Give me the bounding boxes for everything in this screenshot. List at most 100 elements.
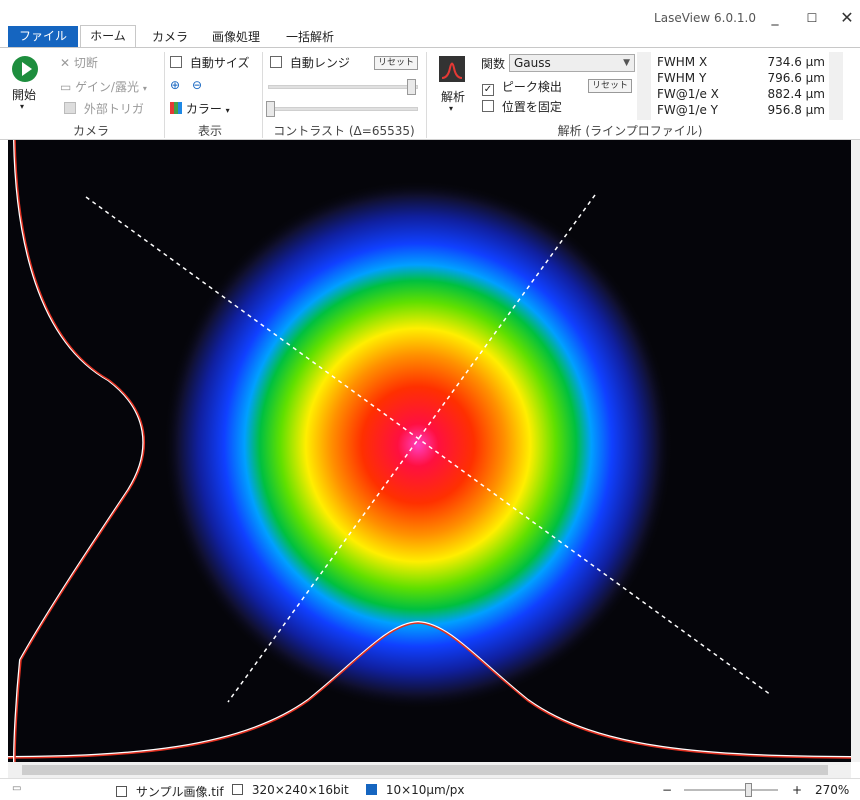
vertical-scrollbar[interactable] <box>851 140 860 762</box>
camera-status-icon: ▭ <box>12 783 22 794</box>
ribbon: 開始 ▾ ✕ 切断 ▭ ゲイン/露光 ▾ 外部トリガ カメラ 自動サイズ ⊕ ⊖… <box>0 47 860 140</box>
palette-icon <box>170 102 182 114</box>
tab-file[interactable]: ファイル <box>8 26 78 47</box>
disconnect-button[interactable]: ✕ 切断 <box>60 54 98 71</box>
result-label: FWHM X <box>657 55 708 69</box>
gain-exposure-label: ゲイン/露光 <box>75 80 139 94</box>
contrast-min-thumb[interactable] <box>266 101 275 117</box>
close-button[interactable]: ✕ <box>840 8 854 27</box>
chevron-down-icon: ▾ <box>449 104 454 113</box>
result-label: FW@1/e X <box>657 87 719 101</box>
gain-icon: ▭ <box>60 80 72 94</box>
results-panel: FWHM X 734.6 μm FWHM Y 796.6 μm FW@1/e X… <box>637 52 843 120</box>
pixel-size-status: 10×10μm/px <box>366 783 465 797</box>
divider <box>426 52 427 138</box>
image-viewport[interactable] <box>8 140 851 762</box>
checkbox-icon <box>64 102 76 114</box>
horizontal-profile-measured <box>8 620 851 758</box>
checkbox-icon <box>482 100 494 112</box>
horizontal-profile-fit <box>8 622 851 759</box>
analysis-label: 解析 <box>441 90 466 104</box>
analysis-group-label: 解析 (ラインプロファイル) <box>557 124 703 138</box>
checkbox-icon <box>170 56 182 68</box>
filename-status: サンプル画像.tif <box>116 783 224 800</box>
zoom-slider-thumb[interactable] <box>745 783 752 797</box>
contrast-reset-button[interactable]: リセット <box>374 56 419 70</box>
status-bar: ▭ サンプル画像.tif 320×240×16bit 10×10μm/px − … <box>0 778 860 800</box>
play-icon <box>12 56 38 82</box>
vertical-profile-measured <box>13 140 145 762</box>
filename: サンプル画像.tif <box>135 785 224 799</box>
auto-size-label: 自動サイズ <box>189 56 250 70</box>
disconnect-label: 切断 <box>73 56 98 70</box>
color-label: カラー <box>185 102 222 116</box>
file-icon <box>116 786 127 797</box>
auto-size-checkbox[interactable]: 自動サイズ <box>170 54 249 71</box>
pixel-size: 10×10μm/px <box>385 783 465 797</box>
image-size-icon <box>232 784 243 795</box>
tab-camera[interactable]: カメラ <box>152 30 189 44</box>
result-value: 734.6 μm <box>767 55 826 69</box>
zoom-out-icon: ⊖ <box>192 78 203 92</box>
zoom-in-status-button[interactable]: + <box>792 783 803 797</box>
camera-group-label: カメラ <box>72 124 109 138</box>
chevron-down-icon: ▾ <box>142 84 147 93</box>
zoom-out-status-button[interactable]: − <box>662 783 673 797</box>
minimize-button[interactable]: _ <box>771 10 779 26</box>
zoom-in-icon: ⊕ <box>170 78 181 92</box>
fix-position-label: 位置を固定 <box>501 100 562 114</box>
result-row: FWHM X 734.6 μm <box>657 55 825 71</box>
beam-profile-image <box>8 140 851 762</box>
vertical-profile-fit <box>14 140 146 762</box>
results-scrollbar[interactable] <box>829 52 843 120</box>
result-value: 882.4 μm <box>767 87 826 101</box>
external-trigger-checkbox[interactable]: 外部トリガ <box>64 100 144 117</box>
auto-range-checkbox[interactable]: 自動レンジ <box>270 54 350 71</box>
pixel-size-icon <box>366 784 377 795</box>
external-trigger-label: 外部トリガ <box>83 102 144 116</box>
gaussian-icon <box>441 62 463 79</box>
function-label: 関数 <box>481 57 506 71</box>
gain-exposure-button[interactable]: ▭ ゲイン/露光 ▾ <box>60 78 147 95</box>
image-size-status: 320×240×16bit <box>232 783 349 797</box>
zoom-slider[interactable] <box>684 789 778 791</box>
display-group-label: 表示 <box>197 124 222 138</box>
contrast-min-slider[interactable] <box>268 107 418 111</box>
beam-spot <box>163 180 673 710</box>
profile-line-diagonal-2[interactable] <box>227 194 596 703</box>
auto-range-label: 自動レンジ <box>289 56 350 70</box>
zoom-level: 270% <box>815 783 850 797</box>
title-bar: ファイル ホーム カメラ 画像処理 一括解析 LaseView 6.0.1.0 … <box>0 0 860 48</box>
result-value: 956.8 μm <box>767 103 826 117</box>
horizontal-scrollbar-thumb[interactable] <box>22 765 828 775</box>
peak-detect-checkbox[interactable]: ✓ ピーク検出 <box>482 78 562 96</box>
maximize-button[interactable]: ☐ <box>806 11 818 25</box>
chevron-down-icon: ▼ <box>623 58 630 68</box>
zoom-in-button[interactable]: ⊕ <box>170 78 180 92</box>
chevron-down-icon: ▾ <box>20 102 25 111</box>
peak-detect-label: ピーク検出 <box>501 80 562 94</box>
result-row: FW@1/e Y 956.8 μm <box>657 103 825 119</box>
analysis-icon <box>439 56 465 82</box>
chevron-down-icon: ▾ <box>225 106 230 115</box>
fix-position-checkbox[interactable]: 位置を固定 <box>482 98 562 115</box>
disconnect-icon: ✕ <box>60 56 71 70</box>
image-size: 320×240×16bit <box>251 783 349 797</box>
zoom-out-button[interactable]: ⊖ <box>192 78 202 92</box>
tab-batch-analysis[interactable]: 一括解析 <box>286 30 335 44</box>
analysis-reset-button[interactable]: リセット <box>588 79 633 93</box>
contrast-group-label: コントラスト (Δ=65535) <box>273 124 415 138</box>
horizontal-scrollbar[interactable] <box>8 762 851 778</box>
checkbox-icon <box>270 56 282 68</box>
function-select[interactable]: Gauss ▼ <box>509 54 635 72</box>
contrast-max-slider[interactable] <box>268 85 418 89</box>
color-button[interactable]: カラー ▾ <box>170 100 230 117</box>
results-scroll-left[interactable] <box>637 52 651 120</box>
result-value: 796.6 μm <box>767 71 826 85</box>
result-row: FW@1/e X 882.4 μm <box>657 87 825 103</box>
tab-image-processing[interactable]: 画像処理 <box>212 30 261 44</box>
start-label: 開始 <box>12 88 37 102</box>
tab-home[interactable]: ホーム <box>80 25 136 48</box>
profile-line-diagonal-1[interactable] <box>85 196 772 696</box>
contrast-max-thumb[interactable] <box>407 79 416 95</box>
